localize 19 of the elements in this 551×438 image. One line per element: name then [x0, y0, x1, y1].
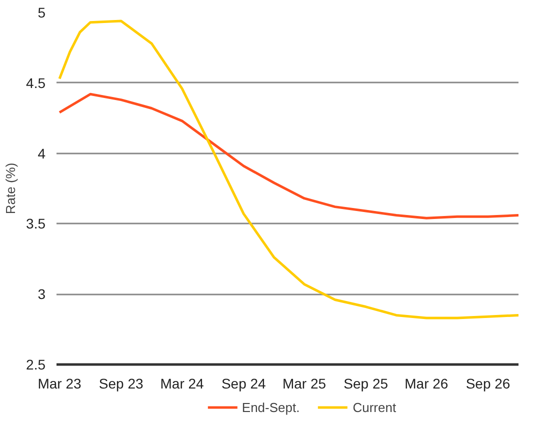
x-tick-label: Mar 26: [404, 376, 448, 392]
legend-label: Current: [352, 400, 396, 414]
y-tick-label: 5: [38, 4, 46, 20]
x-tick-label: Mar 23: [38, 376, 82, 392]
x-tick-label: Mar 24: [160, 376, 204, 392]
y-tick-label: 2.5: [26, 356, 46, 372]
x-tick-label: Sep 24: [221, 376, 266, 392]
line-series: [58, 20, 518, 320]
y-tick-label: 4.5: [26, 74, 46, 91]
y-tick-label: 3.5: [26, 216, 46, 232]
line-series: [58, 92, 518, 220]
y-axis-title: Rate (%): [3, 162, 18, 214]
y-tick-label: 4: [38, 145, 46, 162]
x-tick-label: Sep 26: [466, 376, 510, 392]
x-tick-label: Mar 25: [282, 376, 326, 392]
y-tick-label: 3: [38, 286, 46, 302]
legend-label: End-Sept.: [242, 400, 300, 414]
x-tick-label: Sep 25: [344, 376, 388, 392]
x-tick-label: Sep 23: [98, 376, 144, 392]
